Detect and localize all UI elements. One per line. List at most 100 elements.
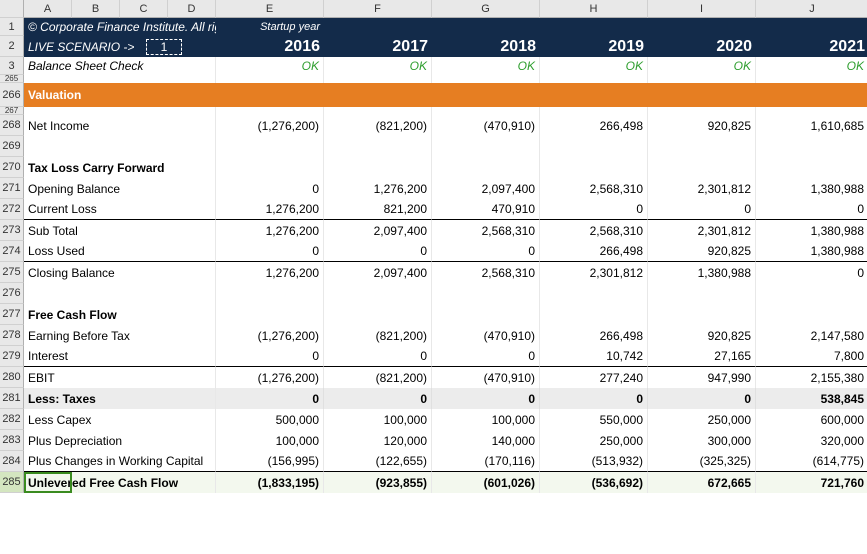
col-header[interactable]: C (120, 0, 168, 18)
cell[interactable]: 277,240 (540, 367, 648, 388)
cell[interactable]: 2,568,310 (432, 262, 540, 283)
cell[interactable]: 0 (216, 388, 324, 409)
cell[interactable]: 266,498 (540, 325, 648, 346)
cell[interactable]: 2,147,580 (756, 325, 867, 346)
row-header[interactable]: 1 (0, 18, 24, 36)
cell[interactable]: 600,000 (756, 409, 867, 430)
row-header[interactable]: 281 (0, 388, 24, 409)
cell[interactable]: 266,498 (540, 115, 648, 136)
col-header[interactable]: H (540, 0, 648, 18)
cell[interactable]: 1,276,200 (324, 178, 432, 199)
cell[interactable]: 0 (432, 388, 540, 409)
cell[interactable]: 920,825 (648, 115, 756, 136)
select-all-corner[interactable] (0, 0, 24, 18)
row-header[interactable]: 271 (0, 178, 24, 199)
cell[interactable]: 0 (324, 388, 432, 409)
cell[interactable]: 140,000 (432, 430, 540, 451)
cell[interactable]: 100,000 (216, 430, 324, 451)
cell[interactable]: 1,380,988 (756, 178, 867, 199)
col-header[interactable]: B (72, 0, 120, 18)
cell[interactable]: 0 (756, 199, 867, 220)
year[interactable]: 2018 (432, 36, 540, 57)
cell[interactable]: (1,833,195) (216, 472, 324, 493)
cell[interactable]: (470,910) (432, 367, 540, 388)
col-header[interactable]: J (756, 0, 867, 18)
year[interactable]: 2017 (324, 36, 432, 57)
bsc-value[interactable]: OK (216, 57, 324, 75)
cell[interactable]: 0 (648, 388, 756, 409)
bsc-value[interactable]: OK (648, 57, 756, 75)
col-header[interactable]: E (216, 0, 324, 18)
cell[interactable]: 1,610,685 (756, 115, 867, 136)
cell[interactable]: 266,498 (540, 241, 648, 262)
cell[interactable]: 672,665 (648, 472, 756, 493)
cell[interactable]: 250,000 (540, 430, 648, 451)
cell[interactable]: 2,568,310 (540, 220, 648, 241)
year[interactable]: 2020 (648, 36, 756, 57)
cell[interactable]: 320,000 (756, 430, 867, 451)
col-header[interactable]: A (24, 0, 72, 18)
col-header[interactable]: F (324, 0, 432, 18)
cell[interactable]: 2,301,812 (648, 220, 756, 241)
cell[interactable]: 920,825 (648, 325, 756, 346)
bsc-value[interactable]: OK (540, 57, 648, 75)
col-header[interactable]: D (168, 0, 216, 18)
cell[interactable]: 0 (216, 346, 324, 367)
col-header[interactable]: G (432, 0, 540, 18)
bsc-value[interactable]: OK (756, 57, 867, 75)
cell[interactable]: 120,000 (324, 430, 432, 451)
row-header[interactable]: 277 (0, 304, 24, 325)
cell[interactable]: 470,910 (432, 199, 540, 220)
row-header[interactable]: 279 (0, 346, 24, 367)
row-header[interactable]: 284 (0, 451, 24, 472)
col-header[interactable]: I (648, 0, 756, 18)
cell[interactable]: 1,276,200 (216, 199, 324, 220)
bsc-value[interactable]: OK (432, 57, 540, 75)
scenario-value[interactable]: 1 (144, 36, 184, 57)
year[interactable]: 2019 (540, 36, 648, 57)
cell[interactable]: 2,097,400 (324, 220, 432, 241)
cell[interactable]: (923,855) (324, 472, 432, 493)
cell[interactable]: 2,301,812 (648, 178, 756, 199)
row-header[interactable]: 3 (0, 57, 24, 75)
row-header[interactable]: 275 (0, 262, 24, 283)
cell[interactable]: 500,000 (216, 409, 324, 430)
cell[interactable]: 0 (648, 199, 756, 220)
cell[interactable]: (170,116) (432, 451, 540, 472)
cell[interactable]: (156,995) (216, 451, 324, 472)
cell[interactable]: 1,276,200 (216, 262, 324, 283)
cell[interactable]: 2,097,400 (432, 178, 540, 199)
cell[interactable]: 0 (540, 388, 648, 409)
row-header[interactable]: 270 (0, 157, 24, 178)
cell[interactable]: 10,742 (540, 346, 648, 367)
cell[interactable]: 0 (540, 199, 648, 220)
cell[interactable]: 1,380,988 (756, 220, 867, 241)
bsc-value[interactable]: OK (324, 57, 432, 75)
row-header[interactable]: 2 (0, 36, 24, 57)
cell[interactable]: 27,165 (648, 346, 756, 367)
row-header[interactable]: 266 (0, 83, 24, 107)
row-header[interactable]: 282 (0, 409, 24, 430)
cell[interactable]: 0 (432, 241, 540, 262)
cell[interactable]: (821,200) (324, 367, 432, 388)
ufcf-label[interactable]: Unlevered Free Cash Flow (24, 472, 72, 493)
cell[interactable]: 947,990 (648, 367, 756, 388)
cell[interactable]: (1,276,200) (216, 367, 324, 388)
row-header[interactable]: 278 (0, 325, 24, 346)
cell[interactable]: (821,200) (324, 115, 432, 136)
cell[interactable]: (601,026) (432, 472, 540, 493)
cell[interactable]: 100,000 (432, 409, 540, 430)
cell[interactable]: 920,825 (648, 241, 756, 262)
row-header[interactable]: 272 (0, 199, 24, 220)
cell[interactable]: 0 (216, 241, 324, 262)
cell[interactable]: 550,000 (540, 409, 648, 430)
cell[interactable]: 538,845 (756, 388, 867, 409)
cell[interactable]: (536,692) (540, 472, 648, 493)
cell[interactable]: 1,380,988 (648, 262, 756, 283)
row-header[interactable]: 268 (0, 115, 24, 136)
cell[interactable]: 2,097,400 (324, 262, 432, 283)
cell[interactable]: 2,301,812 (540, 262, 648, 283)
row-header[interactable]: 285 (0, 472, 24, 493)
cell[interactable]: (614,775) (756, 451, 867, 472)
cell[interactable]: 1,276,200 (216, 220, 324, 241)
